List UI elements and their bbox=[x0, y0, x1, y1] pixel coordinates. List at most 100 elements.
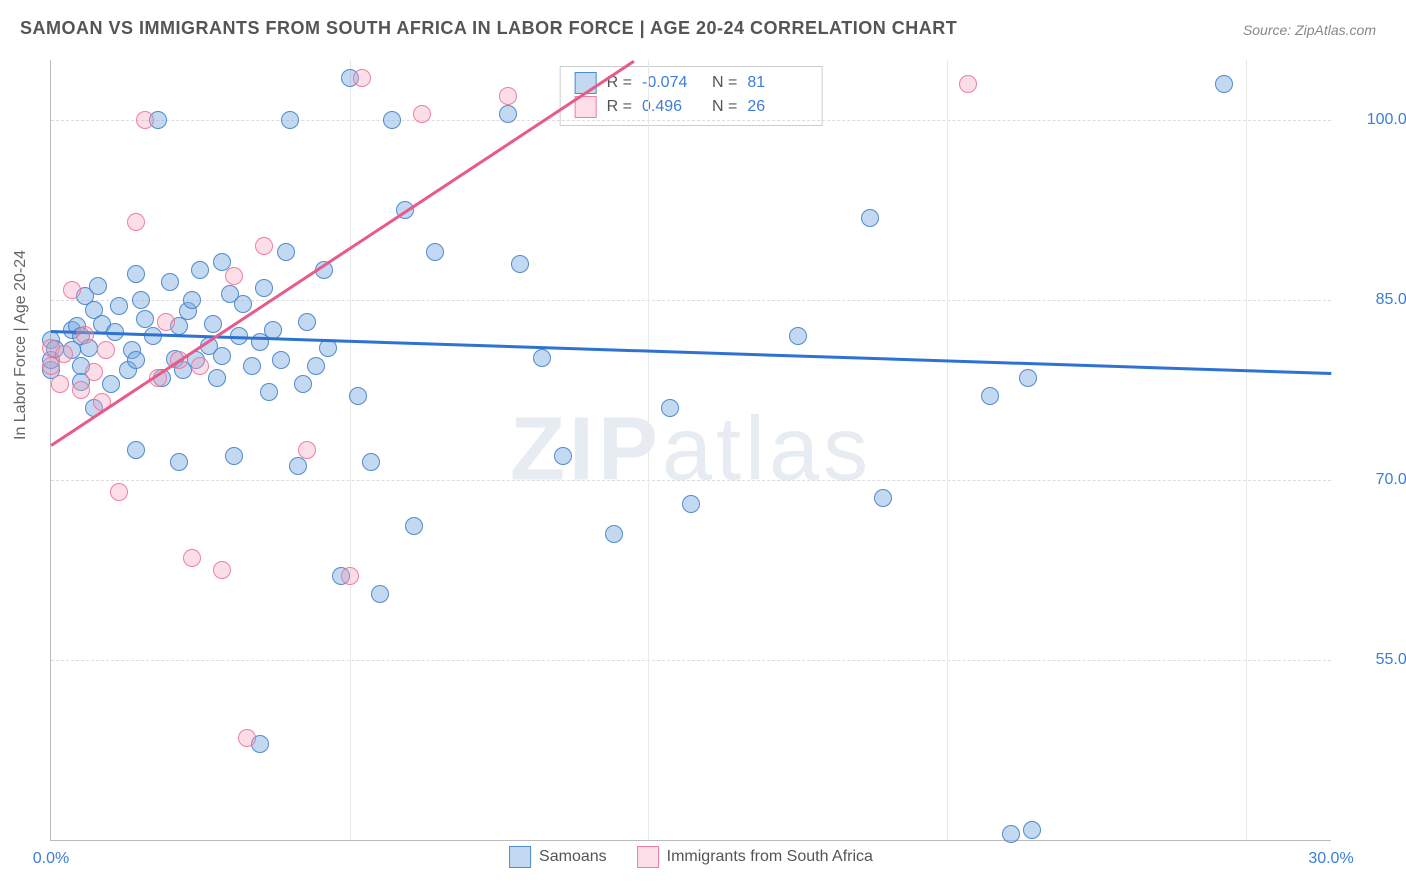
data-point bbox=[1019, 369, 1037, 387]
bottom-legend: Samoans Immigrants from South Africa bbox=[509, 846, 873, 868]
data-point bbox=[136, 310, 154, 328]
chart-title: SAMOAN VS IMMIGRANTS FROM SOUTH AFRICA I… bbox=[20, 18, 957, 39]
data-point bbox=[225, 267, 243, 285]
x-tick-label: 0.0% bbox=[33, 850, 69, 868]
data-point bbox=[161, 273, 179, 291]
n-label: N = bbox=[712, 95, 737, 119]
data-point bbox=[255, 279, 273, 297]
data-point bbox=[55, 345, 73, 363]
data-point bbox=[353, 69, 371, 87]
data-point bbox=[383, 111, 401, 129]
data-point bbox=[307, 357, 325, 375]
data-point bbox=[85, 363, 103, 381]
data-point bbox=[426, 243, 444, 261]
data-point bbox=[661, 399, 679, 417]
data-point bbox=[157, 313, 175, 331]
data-point bbox=[981, 387, 999, 405]
data-point bbox=[204, 315, 222, 333]
data-point bbox=[51, 375, 69, 393]
data-point bbox=[183, 549, 201, 567]
data-point bbox=[874, 489, 892, 507]
chart-container: SAMOAN VS IMMIGRANTS FROM SOUTH AFRICA I… bbox=[0, 0, 1406, 892]
data-point bbox=[89, 277, 107, 295]
data-point bbox=[97, 341, 115, 359]
swatch-pink bbox=[637, 846, 659, 868]
data-point bbox=[110, 483, 128, 501]
data-point bbox=[298, 441, 316, 459]
data-point bbox=[238, 729, 256, 747]
n-label: N = bbox=[712, 71, 737, 95]
x-tick-label: 30.0% bbox=[1308, 850, 1353, 868]
gridline-v bbox=[947, 60, 948, 840]
data-point bbox=[260, 383, 278, 401]
data-point bbox=[213, 561, 231, 579]
data-point bbox=[183, 291, 201, 309]
data-point bbox=[959, 75, 977, 93]
data-point bbox=[127, 441, 145, 459]
data-point bbox=[499, 87, 517, 105]
data-point bbox=[255, 237, 273, 255]
data-point bbox=[132, 291, 150, 309]
data-point bbox=[213, 347, 231, 365]
r-label: R = bbox=[607, 95, 632, 119]
data-point bbox=[554, 447, 572, 465]
y-tick-label: 85.0% bbox=[1341, 291, 1406, 309]
data-point bbox=[234, 295, 252, 313]
plot-area: ZIPatlas R = -0.074 N = 81 R = 0.496 N =… bbox=[50, 60, 1331, 841]
source-label: Source: ZipAtlas.com bbox=[1243, 22, 1376, 38]
data-point bbox=[243, 357, 261, 375]
data-point bbox=[127, 213, 145, 231]
data-point bbox=[362, 453, 380, 471]
gridline-h bbox=[51, 480, 1331, 481]
data-point bbox=[136, 111, 154, 129]
data-point bbox=[63, 281, 81, 299]
data-point bbox=[511, 255, 529, 273]
gridline-v bbox=[648, 60, 649, 840]
data-point bbox=[110, 297, 128, 315]
legend-item: Samoans bbox=[509, 846, 607, 868]
data-point bbox=[294, 375, 312, 393]
data-point bbox=[533, 349, 551, 367]
data-point bbox=[127, 351, 145, 369]
data-point bbox=[298, 313, 316, 331]
watermark-light: atlas bbox=[662, 400, 872, 500]
n-value: 26 bbox=[747, 95, 807, 119]
legend-item: Immigrants from South Africa bbox=[637, 846, 873, 868]
data-point bbox=[499, 105, 517, 123]
data-point bbox=[102, 375, 120, 393]
y-axis-label: In Labor Force | Age 20-24 bbox=[12, 250, 30, 440]
data-point bbox=[281, 111, 299, 129]
data-point bbox=[682, 495, 700, 513]
y-tick-label: 70.0% bbox=[1341, 471, 1406, 489]
stats-row: R = 0.496 N = 26 bbox=[575, 95, 808, 119]
swatch-blue bbox=[509, 846, 531, 868]
data-point bbox=[349, 387, 367, 405]
data-point bbox=[413, 105, 431, 123]
data-point bbox=[76, 326, 94, 344]
data-point bbox=[341, 567, 359, 585]
data-point bbox=[127, 265, 145, 283]
gridline-v bbox=[1246, 60, 1247, 840]
data-point bbox=[405, 517, 423, 535]
data-point bbox=[605, 525, 623, 543]
data-point bbox=[272, 351, 290, 369]
gridline-h bbox=[51, 660, 1331, 661]
data-point bbox=[225, 447, 243, 465]
data-point bbox=[789, 327, 807, 345]
data-point bbox=[861, 209, 879, 227]
data-point bbox=[170, 453, 188, 471]
legend-label: Samoans bbox=[539, 848, 607, 866]
n-value: 81 bbox=[747, 71, 807, 95]
data-point bbox=[277, 243, 295, 261]
gridline-h bbox=[51, 120, 1331, 121]
data-point bbox=[371, 585, 389, 603]
data-point bbox=[289, 457, 307, 475]
data-point bbox=[72, 381, 90, 399]
r-value: 0.496 bbox=[642, 95, 702, 119]
y-tick-label: 55.0% bbox=[1341, 651, 1406, 669]
watermark-bold: ZIP bbox=[510, 400, 662, 500]
data-point bbox=[1023, 821, 1041, 839]
stats-legend: R = -0.074 N = 81 R = 0.496 N = 26 bbox=[560, 66, 823, 126]
legend-label: Immigrants from South Africa bbox=[667, 848, 873, 866]
gridline-v bbox=[350, 60, 351, 840]
